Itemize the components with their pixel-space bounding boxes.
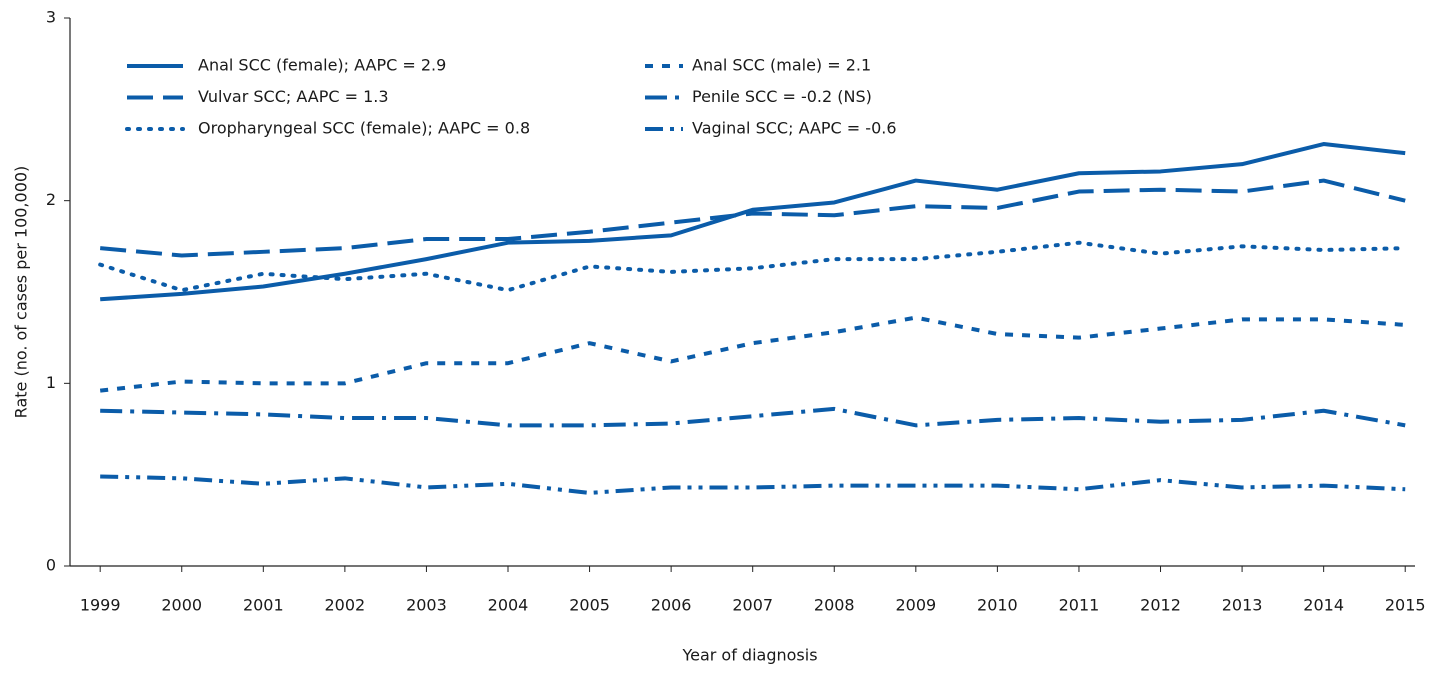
x-tick-label: 2005 — [569, 596, 610, 615]
x-tick-label: 2013 — [1222, 596, 1263, 615]
x-tick-label: 2006 — [651, 596, 692, 615]
series-line — [99, 315, 1406, 393]
x-tick-label: 2000 — [161, 596, 202, 615]
legend-label: Oropharyngeal SCC (female); AAPC = 0.8 — [198, 119, 530, 138]
series-line — [100, 178, 1406, 258]
y-tick-label: 1 — [46, 373, 56, 392]
x-tick-label: 2008 — [814, 596, 855, 615]
series-line — [100, 406, 1406, 428]
series-line — [100, 474, 1406, 495]
x-tick-label: 2002 — [325, 596, 366, 615]
series-line — [98, 240, 1408, 293]
legend-label: Penile SCC = -0.2 (NS) — [692, 87, 872, 106]
x-axis-label: Year of diagnosis — [681, 646, 817, 665]
x-tick-label: 1999 — [80, 596, 121, 615]
legend-label: Anal SCC (male) = 2.1 — [692, 56, 871, 75]
x-tick-label: 2012 — [1140, 596, 1181, 615]
x-tick-label: 2001 — [243, 596, 284, 615]
y-axis-label: Rate (no. of cases per 100,000) — [12, 166, 31, 419]
legend-label: Vaginal SCC; AAPC = -0.6 — [692, 119, 897, 138]
x-tick-label: 2004 — [488, 596, 529, 615]
x-tick-label: 2011 — [1059, 596, 1100, 615]
y-tick-label: 0 — [46, 556, 56, 575]
legend-label: Anal SCC (female); AAPC = 2.9 — [198, 56, 446, 75]
x-tick-label: 2009 — [895, 596, 936, 615]
x-tick-label: 2003 — [406, 596, 447, 615]
y-tick-label: 3 — [46, 8, 56, 27]
x-tick-label: 2007 — [732, 596, 773, 615]
x-tick-label: 2010 — [977, 596, 1018, 615]
x-tick-label: 2014 — [1303, 596, 1344, 615]
x-tick-label: 2015 — [1385, 596, 1426, 615]
y-tick-label: 2 — [46, 190, 56, 209]
legend-label: Vulvar SCC; AAPC = 1.3 — [198, 87, 389, 106]
